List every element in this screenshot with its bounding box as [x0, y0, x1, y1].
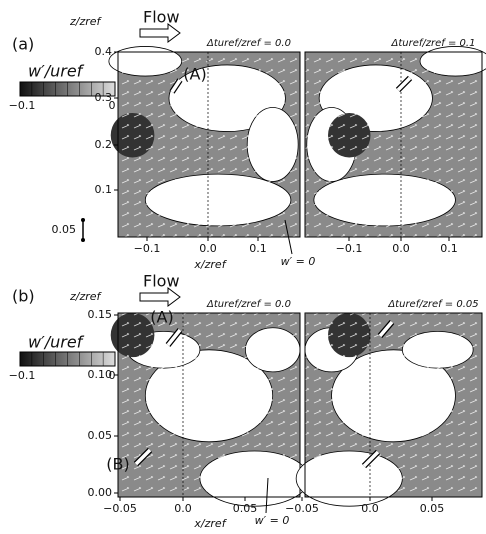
x-tick-label: −0.1 — [336, 242, 363, 255]
y-tick-label: 0.2 — [95, 138, 113, 151]
x-tick-label: 0.0 — [361, 502, 379, 515]
colorbar-label: w′/uref — [28, 333, 85, 352]
y-axis-label: z/zref — [69, 290, 103, 303]
y-tick-label: 0.4 — [95, 45, 113, 58]
contour-label: w′ = 0 — [281, 255, 316, 268]
highlight-arrow-fill — [396, 76, 412, 92]
x-tick-label: −0.1 — [134, 242, 161, 255]
colorbar-label: w′/uref — [28, 62, 85, 81]
x-tick-label: 0.0 — [199, 242, 217, 255]
flow-label: Flow — [143, 272, 180, 291]
highlight-arrow-fill — [166, 328, 182, 347]
x-tick-label: −0.05 — [285, 502, 319, 515]
panel-label: (a) — [12, 35, 34, 54]
y-tick-label: 0.15 — [88, 308, 113, 321]
subplot-title: Δturef/zref = 0.1 — [391, 38, 476, 49]
x-tick-label: 0.0 — [392, 242, 410, 255]
highlight-arrow-fill — [362, 450, 380, 468]
colorbar-tick: 0 — [109, 99, 116, 112]
region-label: (A) — [150, 308, 173, 327]
plot-frame — [304, 312, 483, 498]
colorbar-tick: 0 — [109, 369, 116, 382]
x-tick-label: 0.0 — [174, 502, 192, 515]
flow-label: Flow — [143, 8, 180, 27]
y-tick-label: 0.10 — [88, 368, 113, 381]
region-label: (B) — [106, 455, 129, 474]
subplot-title: Δturef/zref = 0.0 — [206, 38, 291, 49]
y-tick-label: 0.00 — [88, 486, 113, 499]
flow-arrow — [139, 287, 181, 307]
flow-arrow — [139, 23, 181, 43]
x-tick-label: 0.1 — [249, 242, 267, 255]
contour-leader — [284, 219, 293, 255]
quiver — [118, 313, 300, 497]
quiver — [305, 313, 482, 497]
contour-label: w′ = 0 — [255, 514, 290, 527]
x-axis-label: x/zref — [193, 258, 227, 271]
colorbar-tick: −0.1 — [9, 369, 36, 382]
y-tick-label: 0.05 — [88, 429, 113, 442]
contour-leader — [265, 477, 269, 514]
highlight-arrow-fill — [134, 448, 152, 466]
scale-label: 0.05 — [52, 223, 77, 236]
region-label: (A) — [183, 65, 206, 84]
y-tick-label: 0.1 — [95, 183, 113, 196]
panel-label: (b) — [12, 287, 35, 306]
quiver — [118, 52, 300, 237]
colorbar-tick: −0.1 — [9, 99, 36, 112]
scale-end — [81, 218, 85, 222]
quiver — [305, 52, 482, 237]
y-tick-label: 0.3 — [95, 91, 113, 104]
subplot-title: Δturef/zref = 0.05 — [387, 299, 478, 310]
x-tick-label: 0.05 — [420, 502, 445, 515]
subplot-title: Δturef/zref = 0.0 — [206, 299, 291, 310]
x-tick-label: −0.05 — [103, 502, 137, 515]
plot-frame — [304, 51, 483, 238]
x-tick-label: 0.05 — [233, 502, 258, 515]
scale-end — [81, 238, 85, 242]
highlight-arrow-fill — [378, 320, 394, 338]
plot-frame — [117, 312, 301, 498]
x-tick-label: 0.1 — [440, 242, 458, 255]
highlight-arrow-fill — [170, 79, 182, 93]
y-axis-label: z/zref — [69, 15, 103, 28]
x-axis-label: x/zref — [193, 517, 227, 530]
